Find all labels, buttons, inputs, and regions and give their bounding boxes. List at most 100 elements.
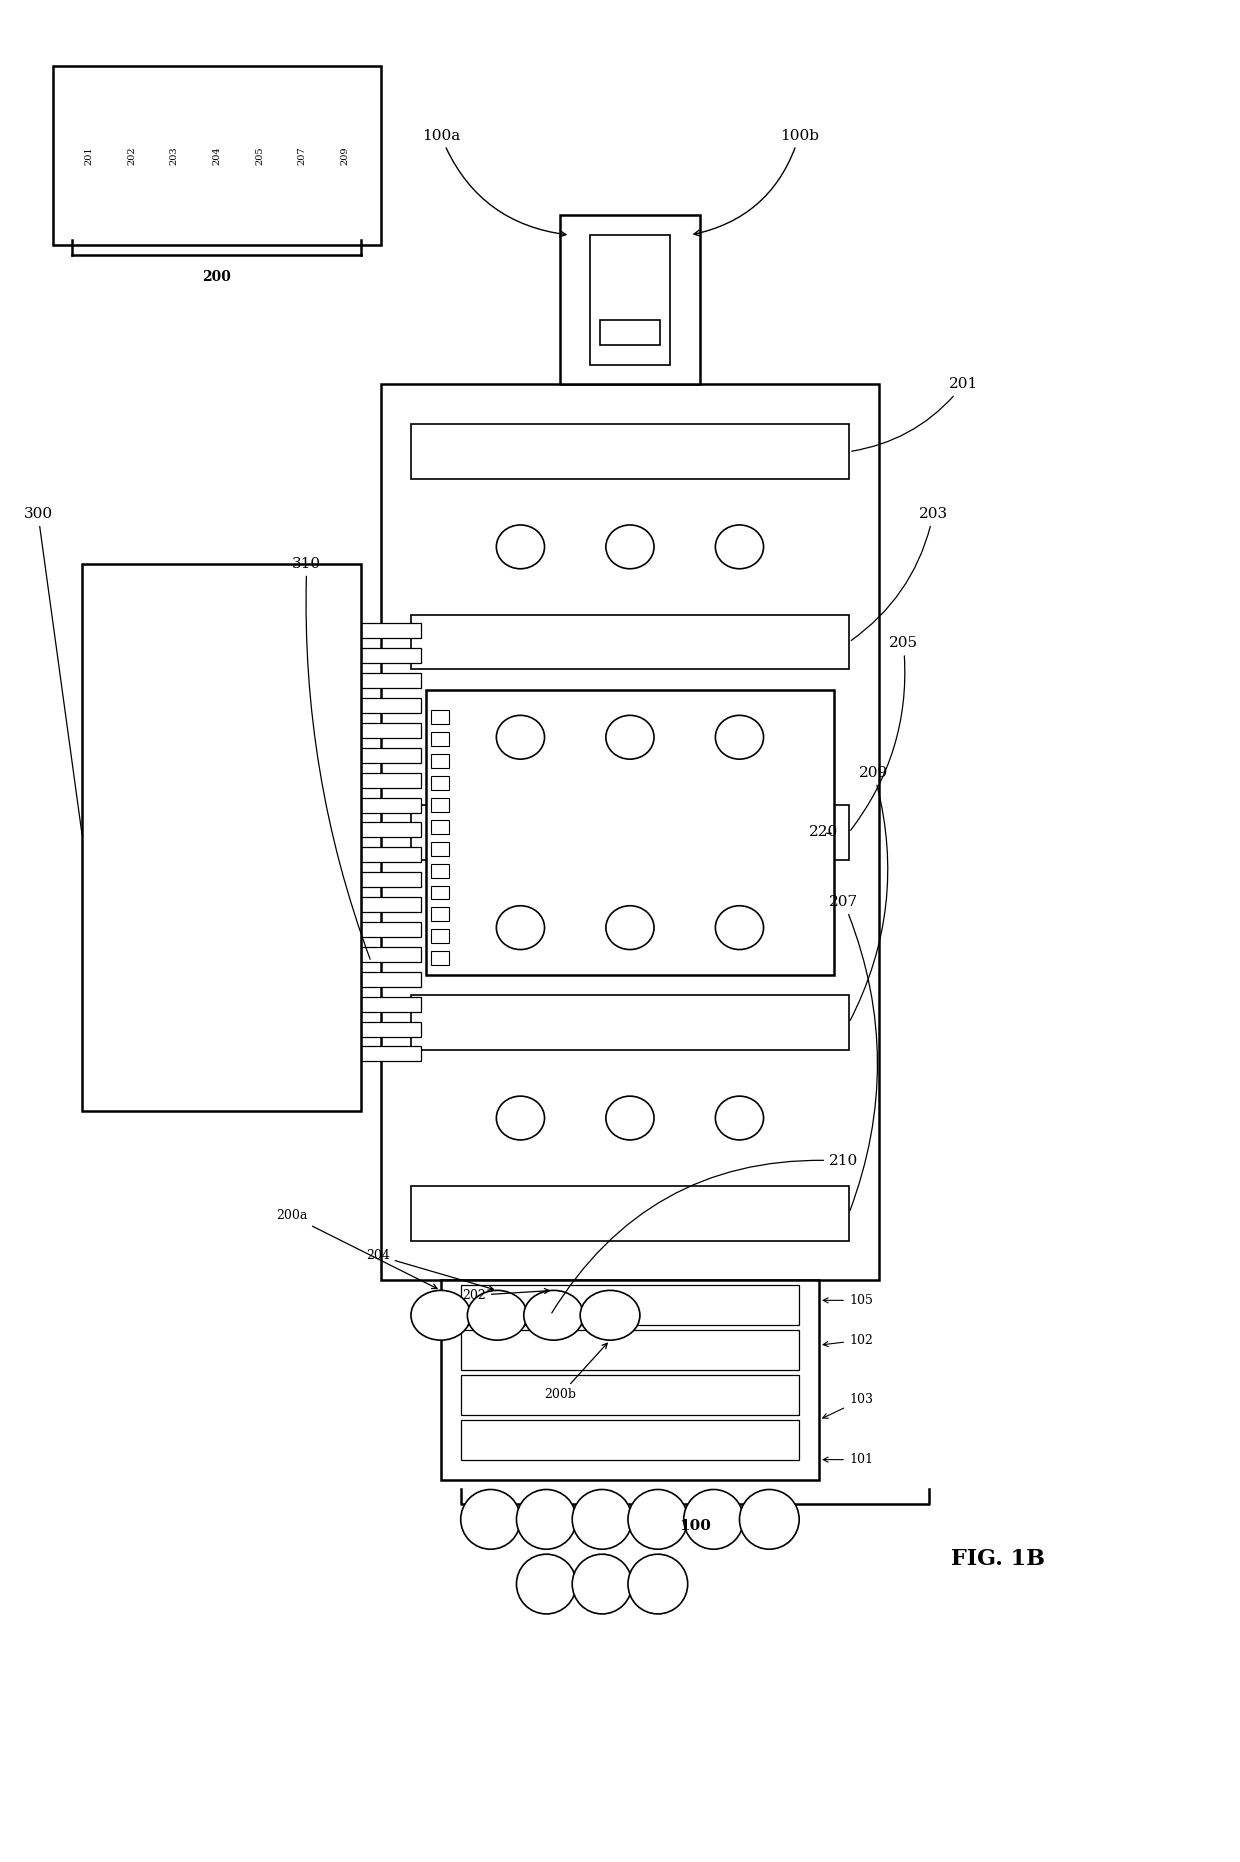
Text: 200b: 200b [544,1343,608,1402]
Circle shape [683,1490,744,1549]
Bar [430,929,449,944]
Bar [430,776,449,789]
Text: FIG. 1B: FIG. 1B [951,1547,1045,1570]
Bar [425,689,835,976]
Circle shape [517,1490,577,1549]
Circle shape [461,1490,521,1549]
Bar [440,1281,820,1480]
Bar [361,922,420,937]
Bar [560,216,699,384]
Ellipse shape [523,1290,584,1341]
Bar [361,823,420,838]
Bar [430,951,449,965]
Bar [430,886,449,899]
Text: 220: 220 [810,825,838,840]
Bar [590,235,670,365]
Bar [461,1374,800,1415]
Text: 209: 209 [851,765,888,1020]
Text: 201: 201 [852,378,978,451]
Ellipse shape [606,525,653,568]
Bar [361,996,420,1011]
Text: 102: 102 [823,1333,873,1346]
Bar [361,698,420,713]
Bar [600,320,660,344]
Ellipse shape [496,905,544,950]
Bar [361,847,420,862]
Bar [361,871,420,886]
Circle shape [627,1490,688,1549]
Text: 205: 205 [851,637,918,830]
Bar [361,773,420,788]
Text: 100: 100 [678,1519,711,1532]
Text: 103: 103 [822,1393,873,1419]
Circle shape [517,1555,577,1614]
Circle shape [739,1490,800,1549]
Text: 204: 204 [366,1249,494,1290]
Bar [410,425,849,479]
Text: 202: 202 [463,1289,549,1302]
Bar [430,842,449,857]
Text: 101: 101 [823,1452,873,1465]
Bar [430,907,449,922]
Text: 200a: 200a [275,1208,436,1289]
Ellipse shape [496,1097,544,1140]
Ellipse shape [606,715,653,760]
Bar [430,799,449,812]
Text: 203: 203 [170,147,179,166]
Bar [52,65,381,246]
Bar [461,1421,800,1460]
Text: 100b: 100b [694,128,818,236]
Bar [410,1186,849,1240]
Text: 203: 203 [851,506,947,641]
Bar [430,864,449,877]
Text: 207: 207 [298,147,306,166]
Bar [430,819,449,834]
Bar [361,648,420,663]
Bar [461,1329,800,1370]
Text: 300: 300 [24,506,82,834]
Circle shape [572,1555,632,1614]
Text: 204: 204 [212,147,221,166]
Bar [410,804,849,860]
Bar [461,1285,800,1326]
Text: 209: 209 [340,147,350,164]
Bar [381,384,879,1281]
Bar [430,709,449,724]
Text: 202: 202 [126,147,136,166]
Ellipse shape [410,1290,471,1341]
Text: 100a: 100a [422,128,565,236]
Text: 210: 210 [552,1154,858,1313]
Bar [361,674,420,689]
Circle shape [627,1555,688,1614]
Bar [430,732,449,747]
Bar [361,624,420,639]
Text: 205: 205 [255,147,264,164]
Bar [361,722,420,737]
Bar [361,948,420,963]
Bar [361,797,420,812]
Ellipse shape [715,525,764,568]
Bar [361,749,420,763]
Bar [410,996,849,1050]
Text: 201: 201 [84,147,93,166]
Ellipse shape [715,905,764,950]
Bar [410,614,849,670]
Circle shape [572,1490,632,1549]
Bar [430,754,449,767]
Ellipse shape [606,905,653,950]
Ellipse shape [467,1290,527,1341]
Bar [82,564,361,1112]
Ellipse shape [715,1097,764,1140]
Text: 200: 200 [202,270,231,285]
Bar [361,897,420,912]
Bar [361,1022,420,1037]
Text: 207: 207 [830,896,878,1210]
Ellipse shape [580,1290,640,1341]
Ellipse shape [496,715,544,760]
Ellipse shape [715,715,764,760]
Ellipse shape [496,525,544,568]
Ellipse shape [606,1097,653,1140]
Bar [361,972,420,987]
Text: 310: 310 [293,557,371,959]
Bar [361,1046,420,1061]
